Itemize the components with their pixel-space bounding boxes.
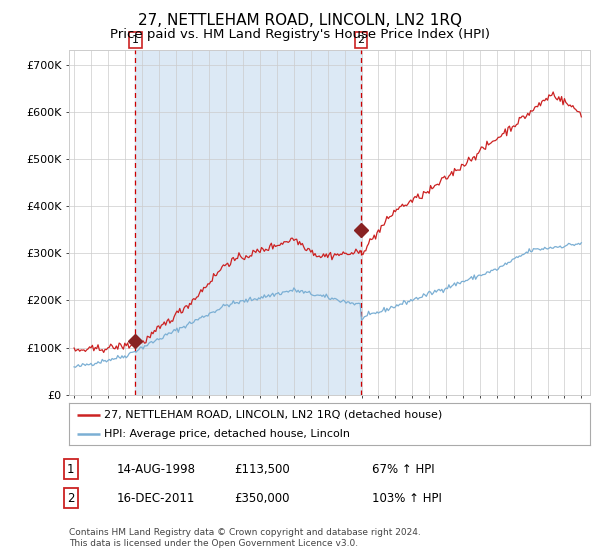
Text: 27, NETTLEHAM ROAD, LINCOLN, LN2 1RQ: 27, NETTLEHAM ROAD, LINCOLN, LN2 1RQ xyxy=(138,13,462,29)
Text: 14-AUG-1998: 14-AUG-1998 xyxy=(117,463,196,476)
Text: HPI: Average price, detached house, Lincoln: HPI: Average price, detached house, Linc… xyxy=(104,429,350,439)
Text: Contains HM Land Registry data © Crown copyright and database right 2024.
This d: Contains HM Land Registry data © Crown c… xyxy=(69,528,421,548)
Bar xyxy=(135,50,361,395)
Text: 27, NETTLEHAM ROAD, LINCOLN, LN2 1RQ (detached house): 27, NETTLEHAM ROAD, LINCOLN, LN2 1RQ (de… xyxy=(104,409,443,419)
Text: 2: 2 xyxy=(357,35,364,45)
Text: 16-DEC-2011: 16-DEC-2011 xyxy=(117,492,196,505)
Text: Price paid vs. HM Land Registry's House Price Index (HPI): Price paid vs. HM Land Registry's House … xyxy=(110,28,490,41)
Text: 2: 2 xyxy=(67,492,74,505)
Text: 1: 1 xyxy=(67,463,74,476)
Text: 1: 1 xyxy=(132,35,139,45)
Text: £350,000: £350,000 xyxy=(234,492,290,505)
Text: £113,500: £113,500 xyxy=(234,463,290,476)
Text: 67% ↑ HPI: 67% ↑ HPI xyxy=(372,463,434,476)
Text: 103% ↑ HPI: 103% ↑ HPI xyxy=(372,492,442,505)
